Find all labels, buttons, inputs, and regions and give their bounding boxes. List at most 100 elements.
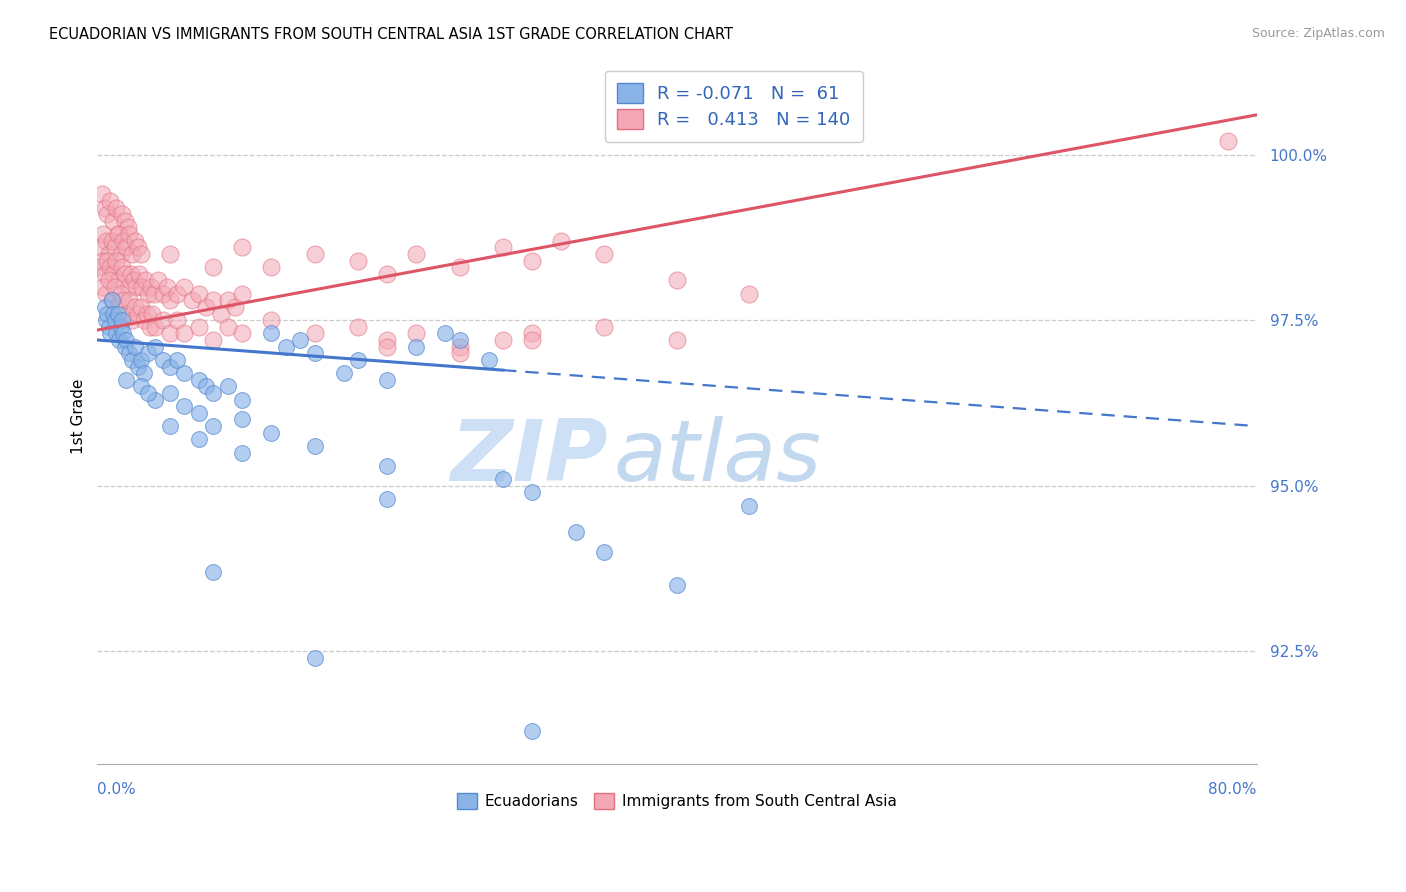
Point [124, 300, 146, 314]
Point [202, 419, 225, 434]
Point [202, 333, 225, 347]
Point [104, 240, 127, 254]
Point [105, 253, 128, 268]
Point [274, 340, 297, 354]
Point [127, 306, 149, 320]
Point [139, 280, 162, 294]
Point [124, 234, 146, 248]
Point [101, 234, 124, 248]
Point [97, 247, 120, 261]
Point [738, 499, 761, 513]
Point [108, 333, 131, 347]
Point [449, 346, 471, 360]
Point [136, 346, 159, 360]
Point [111, 260, 134, 275]
Point [129, 247, 152, 261]
Point [115, 240, 138, 254]
Point [231, 392, 253, 407]
Point [117, 220, 139, 235]
Point [104, 313, 127, 327]
Point [118, 293, 141, 308]
Point [152, 286, 174, 301]
Point [449, 260, 471, 275]
Point [93, 300, 115, 314]
Point [87, 260, 110, 275]
Point [93, 201, 115, 215]
Point [434, 326, 457, 341]
Point [217, 293, 239, 308]
Point [405, 326, 427, 341]
Point [97, 273, 120, 287]
Point [477, 352, 499, 367]
Point [290, 333, 312, 347]
Point [304, 346, 326, 360]
Point [101, 293, 124, 308]
Point [159, 359, 181, 374]
Point [260, 326, 283, 341]
Point [125, 280, 148, 294]
Point [152, 313, 174, 327]
Point [375, 340, 398, 354]
Point [449, 333, 471, 347]
Point [195, 300, 218, 314]
Point [114, 214, 136, 228]
Point [166, 286, 188, 301]
Point [118, 227, 141, 241]
Point [492, 240, 515, 254]
Point [159, 247, 181, 261]
Point [107, 227, 129, 241]
Point [94, 234, 117, 248]
Point [96, 306, 118, 320]
Point [127, 240, 149, 254]
Point [231, 326, 253, 341]
Point [159, 293, 181, 308]
Point [143, 392, 166, 407]
Point [260, 313, 283, 327]
Point [187, 406, 209, 420]
Point [132, 366, 155, 380]
Point [143, 340, 166, 354]
Point [665, 333, 688, 347]
Point [166, 313, 188, 327]
Point [593, 545, 616, 559]
Point [120, 267, 142, 281]
Point [143, 319, 166, 334]
Point [347, 352, 370, 367]
Point [115, 333, 138, 347]
Point [115, 306, 138, 320]
Point [738, 286, 761, 301]
Point [550, 234, 572, 248]
Point [231, 286, 253, 301]
Point [107, 306, 129, 320]
Point [202, 386, 225, 401]
Point [159, 386, 181, 401]
Point [187, 319, 209, 334]
Point [260, 425, 283, 440]
Point [520, 485, 543, 500]
Point [231, 412, 253, 426]
Point [96, 207, 118, 221]
Point [375, 373, 398, 387]
Y-axis label: 1st Grade: 1st Grade [72, 378, 86, 454]
Point [195, 379, 218, 393]
Point [111, 313, 134, 327]
Point [112, 234, 135, 248]
Point [136, 286, 159, 301]
Point [141, 306, 163, 320]
Point [347, 319, 370, 334]
Point [593, 247, 616, 261]
Point [94, 286, 117, 301]
Point [129, 300, 152, 314]
Point [159, 419, 181, 434]
Point [124, 340, 146, 354]
Point [104, 280, 127, 294]
Point [304, 247, 326, 261]
Point [103, 267, 125, 281]
Point [114, 340, 136, 354]
Point [231, 445, 253, 459]
Point [107, 300, 129, 314]
Point [187, 286, 209, 301]
Point [202, 293, 225, 308]
Point [304, 439, 326, 453]
Point [89, 240, 111, 254]
